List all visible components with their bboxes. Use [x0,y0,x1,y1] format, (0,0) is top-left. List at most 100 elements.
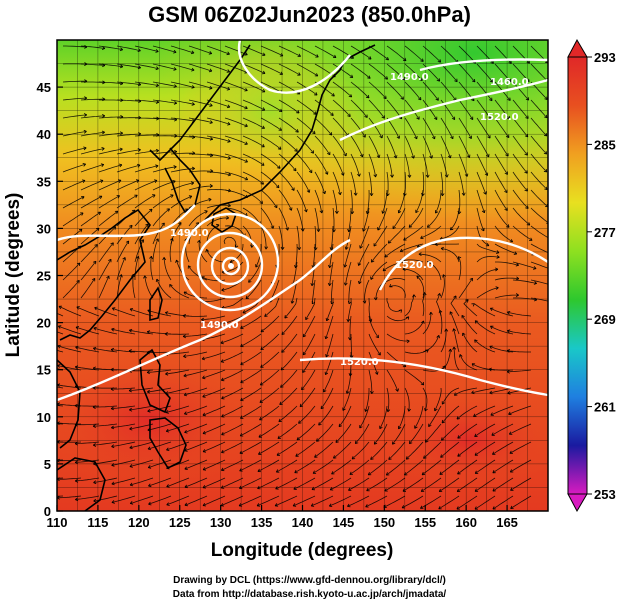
streamline [348,208,352,232]
streamline-arrow [457,453,461,457]
streamline [202,405,226,416]
streamline [456,405,478,420]
streamline [134,256,139,280]
streamline [358,243,370,266]
streamline [221,477,244,489]
streamline [98,116,124,119]
streamline [386,315,410,322]
streamline-arrow [312,130,316,135]
streamline [224,99,248,109]
streamline [476,99,492,120]
streamline-arrow [135,256,140,260]
streamline [474,423,496,437]
streamline [349,315,352,340]
streamline-arrow [510,505,514,509]
streamline [404,81,422,101]
streamline-arrow [434,407,438,412]
streamline [221,369,244,381]
streamline [188,81,213,89]
streamline-arrow [202,467,207,471]
streamline [512,189,529,209]
streamline-arrow [261,143,265,148]
coastline-indochina [57,359,81,449]
streamline [474,339,496,353]
streamline [373,423,388,445]
streamline-arrow [137,148,141,152]
streamline [367,459,388,476]
streamline [129,441,154,449]
streamline [206,153,231,159]
streamline-arrow [402,57,407,62]
streamline [384,243,406,258]
streamline [260,135,282,150]
streamline-arrow [244,87,248,92]
streamline-arrow [437,59,442,63]
streamline-arrow [400,96,404,100]
streamline [404,45,424,62]
streamline [439,459,460,475]
streamline-arrow [262,70,266,75]
streamline [116,45,141,52]
streamline-arrow [97,211,101,215]
streamline-arrow [92,443,97,447]
streamline [494,225,513,243]
streamline-arrow [509,469,514,473]
streamline-arrow [101,130,105,135]
streamline-arrow [417,96,422,101]
streamline-arrow [377,227,381,231]
streamline-arrow [474,506,479,510]
x-tick-label: 115 [87,515,108,530]
streamline-arrow [39,495,42,498]
streamline [57,459,63,461]
streamline-arrow [414,425,418,429]
streamline [508,405,532,415]
streamline-arrow [310,150,314,154]
streamline [494,99,510,120]
streamline-arrow [76,280,80,284]
streamline [202,495,226,506]
streamline-arrow [327,282,332,286]
streamline [347,297,352,322]
x-tick-label: 120 [128,515,150,530]
streamline [530,117,548,137]
streamline-arrow [392,225,396,230]
x-tick-label: 165 [496,515,518,530]
streamline [278,99,300,114]
streamline-arrow [323,389,327,393]
streamline-arrow [293,167,297,172]
streamline-arrow [162,257,167,261]
streamline [296,189,307,213]
streamline [440,441,460,458]
streamline-arrow [114,210,119,215]
streamline [58,305,82,317]
streamline [314,135,331,156]
streamline [494,207,510,228]
streamline-arrow [444,174,449,178]
streamline-arrow [147,389,151,394]
streamline-arrow [182,314,186,318]
streamline-arrow [392,441,396,445]
streamline [152,63,177,70]
streamline-arrow [505,134,510,138]
streamline [440,117,454,139]
streamline [401,495,424,509]
streamline-arrow [275,184,280,189]
streamline [476,171,487,195]
coastline-kuriles [344,44,376,61]
streamline [450,207,460,231]
streamline-arrow [166,447,170,451]
streamline-arrow [245,295,250,300]
cyclone-center [228,263,234,269]
streamline-arrow [420,381,425,386]
streamline-arrow [190,50,195,55]
streamline [258,441,280,455]
streamline-arrow [347,113,351,117]
streamline-arrow [161,222,165,227]
streamline-arrow [238,503,243,507]
streamline-arrow [291,187,295,191]
streamline-arrow [434,242,438,247]
streamline [386,387,390,412]
streamline [345,225,352,250]
streamline [276,459,298,473]
streamline-arrow [209,103,213,107]
